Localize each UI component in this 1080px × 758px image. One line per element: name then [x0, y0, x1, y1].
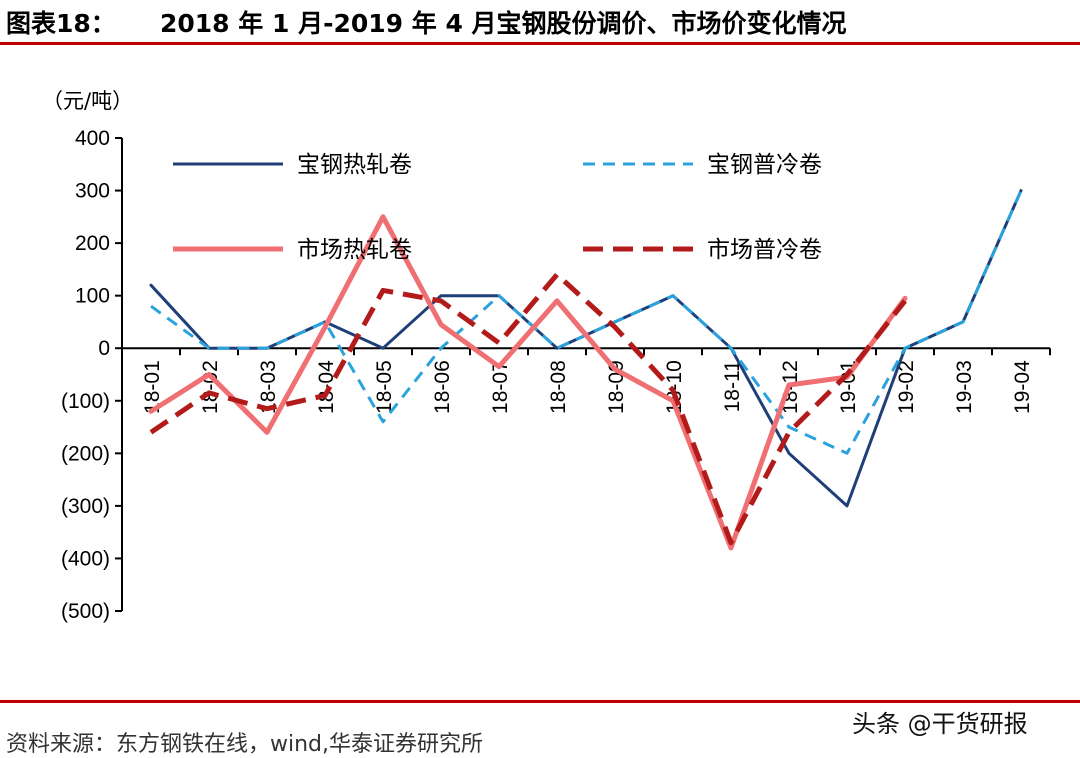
y-tick-label: (500): [61, 600, 110, 623]
figure-label: 图表18：: [6, 9, 116, 38]
series-line-3: [148, 214, 908, 551]
series-line-4: [149, 272, 907, 546]
legend-label-4: 市场普冷卷: [707, 237, 822, 263]
legend-label-1: 宝钢热轧卷: [297, 152, 412, 178]
x-tick-label: 18-02: [199, 360, 222, 414]
x-tick-label: 19-04: [1011, 360, 1034, 414]
legend-label-3: 市场热轧卷: [297, 237, 412, 263]
y-tick-label: (300): [61, 495, 110, 518]
y-axis-unit-label: （元/吨）: [42, 89, 133, 113]
x-tick-label: 18-06: [431, 360, 454, 414]
x-tick-label: 18-03: [257, 360, 280, 414]
legend-label-2: 宝钢普冷卷: [707, 152, 822, 178]
top-rule: [0, 42, 1080, 45]
x-tick-label: 18-11: [721, 360, 744, 412]
y-tick-label: 0: [98, 337, 110, 360]
y-tick-label: (100): [61, 390, 110, 413]
x-tick-label: 19-01: [837, 360, 860, 414]
y-tick-label: 300: [75, 180, 110, 203]
chart-title: 2018 年 1 月-2019 年 4 月宝钢股份调价、市场价变化情况: [160, 9, 847, 38]
line-chart: （元/吨） 400 300 200 100 0 (100) (200) (300) (400) (…: [42, 89, 1051, 623]
x-tick-label: 18-05: [373, 360, 396, 414]
figure-header: 图表18： 2018 年 1 月-2019 年 4 月宝钢股份调价、市场价变化情…: [0, 0, 1080, 46]
x-tick-label: 19-03: [953, 360, 976, 414]
x-tick-label: 19-02: [895, 360, 918, 414]
x-tick-label: 18-01: [141, 360, 164, 414]
y-tick-label: 200: [75, 232, 110, 255]
x-tick-label: 18-07: [489, 360, 512, 414]
y-tick-label: 400: [75, 127, 110, 150]
source-note: 资料来源：东方钢铁在线，wind,华泰证券研究所: [6, 732, 484, 757]
bottom-rule: [0, 700, 1080, 703]
y-tick-label: 100: [75, 285, 110, 308]
series-layer: [148, 189, 1023, 551]
x-tick-label: 18-08: [547, 360, 570, 414]
watermark: 头条 @干货研报: [852, 710, 1028, 738]
y-tick-label: (400): [61, 547, 110, 570]
x-tick-label: 18-04: [315, 360, 338, 414]
y-tick-label: (200): [61, 442, 110, 465]
